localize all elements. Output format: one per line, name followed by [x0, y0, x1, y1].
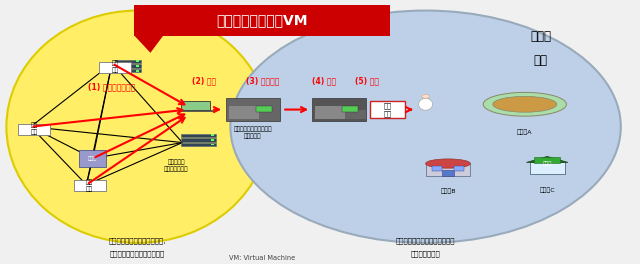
Bar — [180, 101, 209, 110]
Ellipse shape — [483, 92, 566, 116]
Bar — [211, 134, 214, 136]
Ellipse shape — [422, 94, 429, 98]
Text: 地域ネットのみ使えるエリア: 地域ネットのみ使えるエリア — [110, 250, 165, 257]
Bar — [211, 139, 214, 141]
Ellipse shape — [426, 159, 470, 168]
Bar — [426, 163, 470, 176]
Text: 遭難所A: 遭難所A — [517, 129, 532, 135]
Bar — [136, 70, 139, 72]
Text: インターネットから分断され,: インターネットから分断され, — [109, 237, 166, 244]
Ellipse shape — [6, 11, 269, 243]
Bar — [432, 166, 442, 171]
Bar — [180, 134, 216, 137]
Text: インターネットも地域ネットも: インターネットも地域ネットも — [396, 237, 455, 244]
Text: 薬歴
情報: 薬歴 情報 — [86, 180, 93, 192]
Bar — [530, 162, 565, 174]
Text: (1) 高速データ復旧: (1) 高速データ復旧 — [88, 83, 136, 92]
Bar — [180, 138, 216, 142]
Text: 児童館: 児童館 — [543, 161, 552, 166]
Bar — [18, 124, 50, 135]
Bar — [99, 62, 131, 73]
Text: 使えないエリア: 使えないエリア — [411, 250, 440, 257]
Text: 薬歴
情報: 薬歴 情報 — [30, 123, 38, 135]
Text: 薬歴
情報: 薬歴 情報 — [383, 102, 391, 117]
Bar — [79, 150, 106, 167]
Text: 区役所: 区役所 — [88, 156, 97, 161]
Polygon shape — [134, 36, 163, 53]
Bar — [136, 65, 139, 67]
Text: モバイルファーマシー等
災害支援車: モバイルファーマシー等 災害支援車 — [234, 127, 272, 139]
Text: 適切な: 適切な — [531, 30, 551, 44]
FancyBboxPatch shape — [134, 5, 390, 36]
Bar — [345, 110, 366, 119]
Bar — [229, 106, 259, 119]
Bar — [534, 157, 560, 163]
Bar — [454, 166, 464, 171]
Bar — [342, 106, 358, 112]
Bar — [259, 110, 280, 119]
Bar — [226, 98, 280, 121]
Text: 病院、薬局
薬剤師会会館等: 病院、薬局 薬剤師会会館等 — [164, 160, 188, 172]
Text: VM: Virtual Machine: VM: Virtual Machine — [229, 255, 296, 261]
Bar — [115, 64, 141, 68]
Bar — [370, 101, 405, 118]
Bar — [256, 106, 272, 112]
Bar — [442, 170, 454, 176]
Text: 遭難所B: 遭難所B — [440, 189, 456, 194]
Ellipse shape — [493, 96, 557, 112]
Polygon shape — [526, 156, 568, 162]
Bar — [312, 98, 366, 121]
Bar — [316, 106, 345, 119]
Text: 遭難所C: 遭難所C — [540, 187, 555, 193]
Text: 医療情報システムVM: 医療情報システムVM — [217, 13, 308, 28]
Bar — [115, 69, 141, 72]
Bar — [177, 110, 212, 111]
Bar — [211, 144, 214, 145]
Bar — [74, 180, 106, 191]
Text: (3) 自走移動: (3) 自走移動 — [246, 76, 280, 85]
Bar — [180, 143, 216, 146]
Ellipse shape — [419, 98, 433, 110]
Ellipse shape — [230, 11, 621, 243]
Text: (2) 搭載: (2) 搭載 — [192, 76, 216, 85]
Text: 薬歴
情報: 薬歴 情報 — [111, 61, 119, 73]
Text: (4) 稼働: (4) 稼働 — [312, 76, 337, 85]
Bar — [136, 60, 139, 62]
Bar — [115, 60, 141, 63]
Text: (5) 参照: (5) 参照 — [355, 76, 380, 85]
Text: 調剤: 調剤 — [534, 54, 548, 67]
